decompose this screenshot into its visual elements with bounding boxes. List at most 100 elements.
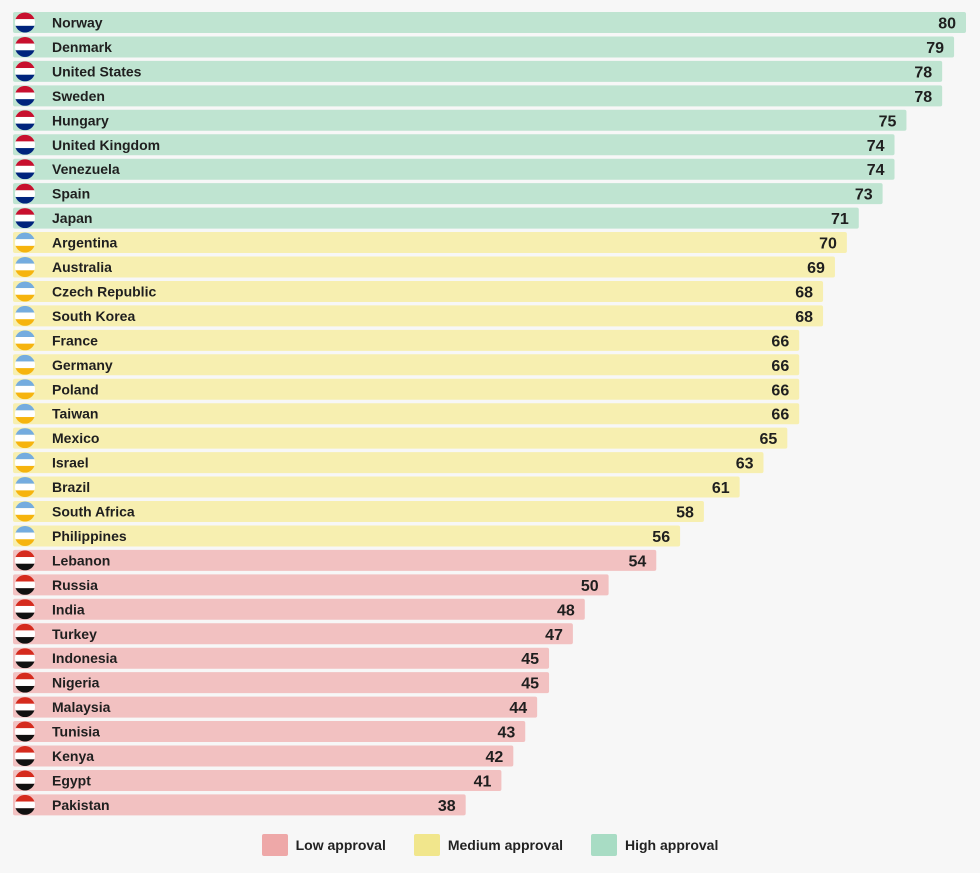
bar-row: Czech Republic 68 (13, 280, 824, 302)
bar-value-label: 47 (545, 627, 563, 644)
malaysia-flag-icon (15, 697, 35, 718)
bar-value-label: 44 (509, 700, 527, 717)
bar-value-label: 78 (914, 64, 932, 81)
bar-value-label: 66 (771, 407, 789, 424)
country-label: Russia (52, 577, 98, 593)
bar-row: Brazil 61 (13, 476, 740, 498)
bar (13, 280, 824, 302)
tunisia-flag-icon (15, 721, 35, 742)
france-flag-icon (15, 330, 35, 351)
bar-row: Israel 63 (13, 452, 764, 474)
israel-flag-icon (15, 452, 35, 473)
south-africa-flag-icon (15, 501, 35, 522)
country-label: Egypt (52, 772, 91, 788)
bar (13, 109, 907, 131)
bar-row: Indonesia 45 (13, 647, 550, 669)
legend-item-high: High approval (591, 834, 718, 856)
bar-row: Denmark 79 (13, 36, 955, 58)
bar-row: Sweden 78 (13, 85, 943, 107)
south-korea-flag-icon (15, 305, 35, 326)
egypt-flag-icon (15, 770, 35, 791)
bar (13, 672, 550, 694)
philippines-flag-icon (15, 525, 35, 546)
bar-value-label: 78 (914, 89, 932, 106)
bar (13, 12, 966, 33)
country-label: Tunisia (52, 724, 100, 740)
bar-value-label: 66 (771, 333, 789, 350)
country-label: Australia (52, 259, 112, 275)
bar (13, 476, 740, 498)
bar-value-label: 68 (795, 284, 813, 301)
nigeria-flag-icon (15, 672, 35, 693)
country-label: Indonesia (52, 650, 118, 666)
bar (13, 378, 800, 400)
bar-value-label: 73 (855, 187, 873, 204)
bar-value-label: 61 (712, 480, 730, 497)
australia-flag-icon (15, 257, 35, 277)
bar-row: Malaysia 44 (13, 696, 538, 718)
bar-value-label: 70 (819, 236, 837, 253)
bar (13, 574, 609, 596)
hungary-flag-icon (15, 110, 35, 131)
country-label: South Korea (52, 308, 135, 324)
bar-row: Lebanon 54 (13, 549, 657, 571)
bar (13, 794, 466, 816)
bar-row: Kenya 42 (13, 745, 514, 767)
bar (13, 598, 585, 620)
country-label: Turkey (52, 626, 97, 642)
bar (13, 745, 514, 767)
country-label: Argentina (52, 235, 118, 251)
bar-row: Hungary 75 (13, 109, 907, 131)
country-label: Hungary (52, 112, 109, 128)
bar (13, 305, 824, 327)
bar-value-label: 79 (926, 40, 944, 57)
country-label: Israel (52, 455, 89, 471)
country-label: Lebanon (52, 552, 110, 568)
germany-flag-icon (15, 354, 35, 375)
bar (13, 501, 704, 522)
bar (13, 696, 538, 718)
kenya-flag-icon (15, 746, 35, 766)
venezuela-flag-icon (15, 159, 35, 180)
bar (13, 623, 573, 645)
bar (13, 85, 943, 107)
bar-row: Turkey 47 (13, 623, 573, 645)
country-label: Sweden (52, 88, 105, 104)
bar (13, 769, 502, 791)
spain-flag-icon (15, 183, 35, 204)
bar-row: Tunisia 43 (13, 721, 526, 743)
taiwan-flag-icon (15, 403, 35, 424)
country-label: Germany (52, 357, 113, 373)
bar-row: South Africa 58 (13, 501, 704, 522)
bar-value-label: 56 (652, 529, 670, 546)
bar-row: France 66 (13, 329, 800, 351)
bar-row: Egypt 41 (13, 769, 502, 791)
bar-value-label: 58 (676, 505, 694, 522)
country-label: Philippines (52, 528, 127, 544)
legend-item-medium: Medium approval (413, 834, 563, 856)
bar (13, 403, 800, 425)
bar-row: Spain 73 (13, 183, 883, 205)
bar (13, 207, 859, 229)
country-label: South Africa (52, 504, 135, 520)
bar-row: Australia 69 (13, 256, 835, 278)
bar (13, 183, 883, 205)
bar-row: Pakistan 38 (13, 794, 466, 816)
country-label: Brazil (52, 479, 90, 495)
country-label: United States (52, 63, 142, 79)
bar (13, 158, 895, 180)
bar-value-label: 50 (581, 578, 599, 595)
country-label: Japan (52, 210, 92, 226)
united-kingdom-flag-icon (15, 134, 35, 155)
country-label: France (52, 332, 98, 348)
bar-row: Japan 71 (13, 207, 859, 229)
bar (13, 647, 550, 669)
country-label: Malaysia (52, 699, 111, 715)
chart-legend: Low approval Medium approval High approv… (0, 834, 980, 856)
legend-label-low: Low approval (295, 837, 386, 853)
argentina-flag-icon (15, 232, 35, 253)
turkey-flag-icon (15, 623, 35, 644)
sweden-flag-icon (15, 85, 35, 106)
bar (13, 256, 835, 278)
bar-row: Venezuela 74 (13, 158, 895, 180)
